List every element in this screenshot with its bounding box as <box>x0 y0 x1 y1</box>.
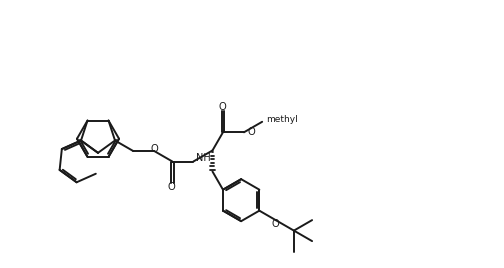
Text: NH: NH <box>196 153 211 163</box>
Text: O: O <box>219 102 226 112</box>
Text: O: O <box>168 183 176 192</box>
Text: methyl: methyl <box>266 115 298 124</box>
Text: O: O <box>272 219 280 229</box>
Text: O: O <box>247 127 255 137</box>
Text: O: O <box>150 143 158 154</box>
